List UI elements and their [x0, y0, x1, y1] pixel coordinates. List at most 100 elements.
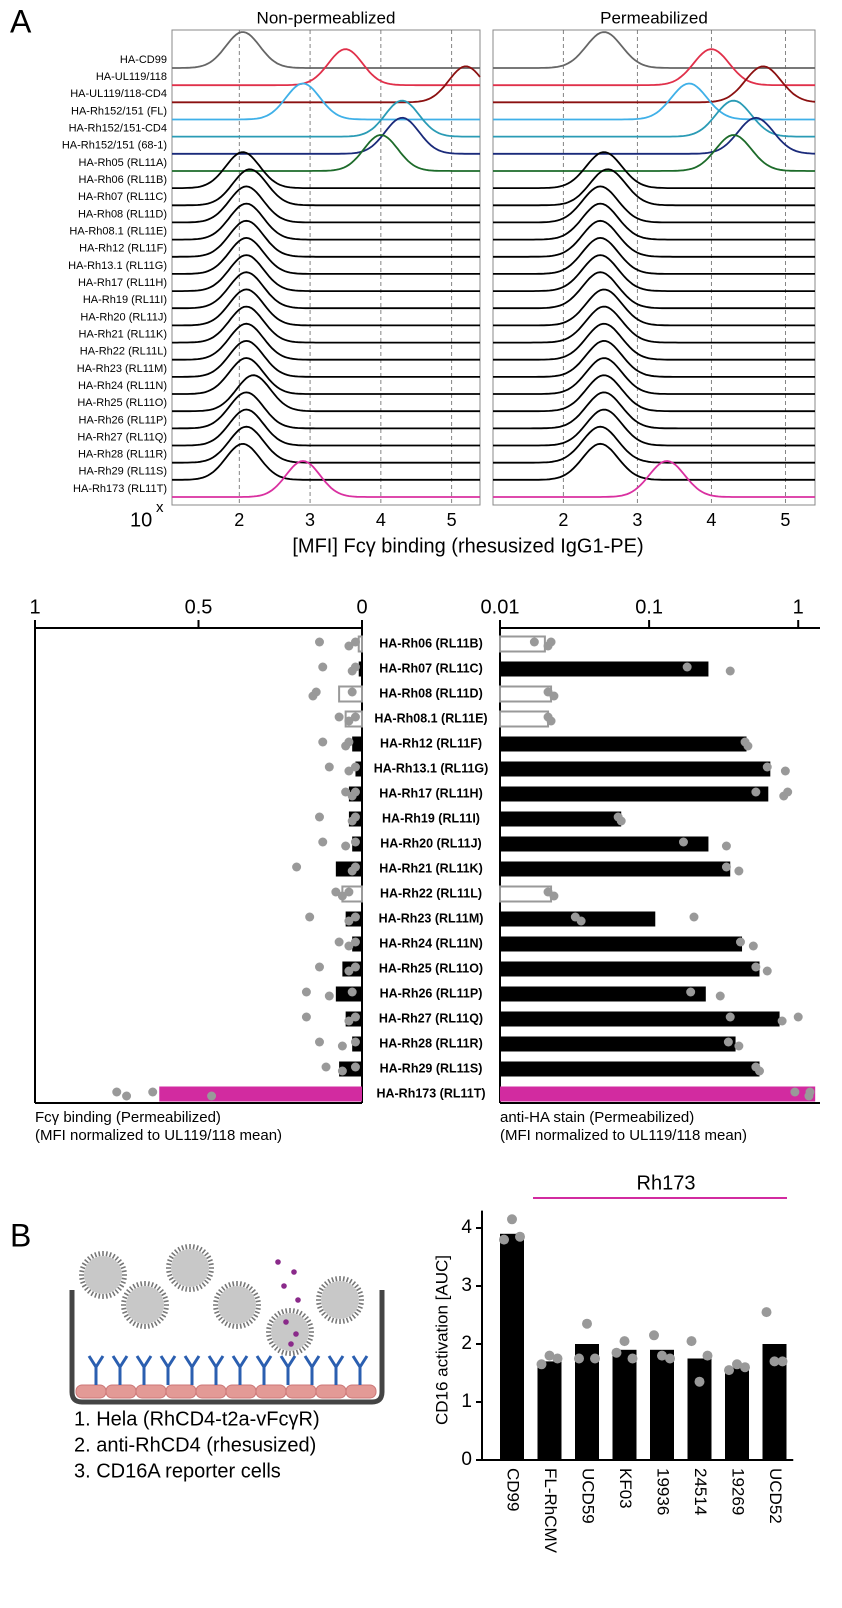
hela-cell — [315, 1384, 347, 1399]
data-point — [686, 1336, 697, 1347]
histogram-trace — [493, 99, 815, 138]
bar — [500, 811, 622, 827]
axis-exponent: x — [156, 499, 164, 516]
bar — [500, 761, 771, 777]
sample-label: HA-Rh152/151-CD4 — [69, 123, 167, 135]
bar — [500, 861, 731, 877]
sample-label: HA-Rh28 (RL11R) — [78, 449, 167, 461]
bar — [500, 961, 760, 977]
histogram-trace — [493, 460, 815, 498]
plot-frame — [492, 29, 816, 506]
data-point — [549, 891, 559, 901]
data-point — [515, 1231, 525, 1242]
data-point — [207, 1091, 217, 1101]
data-point — [350, 712, 360, 722]
data-point — [321, 1062, 331, 1072]
data-point — [735, 937, 745, 947]
data-point — [657, 1350, 667, 1361]
data-point — [619, 1336, 630, 1347]
y-tick-label: 3 — [461, 1275, 472, 1296]
x-tick-label: 19269 — [729, 1468, 748, 1515]
histogram-trace — [172, 31, 480, 69]
y-tick-label: 1 — [461, 1391, 472, 1412]
data-point — [344, 966, 354, 976]
data-point — [762, 966, 772, 976]
row-label: HA-Rh19 (RL11I) — [382, 811, 480, 825]
data-point — [761, 1307, 772, 1318]
reporter-spikes — [316, 1276, 364, 1324]
histogram-trace — [493, 185, 815, 224]
bar — [500, 736, 747, 752]
data-point — [546, 716, 556, 726]
data-point — [122, 1091, 132, 1101]
row-label: HA-Rh07 (RL11C) — [379, 661, 483, 675]
bar — [725, 1367, 749, 1460]
x-tick-label: UCD52 — [766, 1468, 785, 1524]
annotation: Rh173 — [637, 1172, 696, 1194]
data-point — [324, 762, 334, 772]
data-point — [777, 1356, 788, 1367]
bar — [500, 1036, 736, 1052]
bar — [499, 685, 553, 703]
histogram-trace — [493, 425, 815, 464]
data-point — [337, 1041, 347, 1051]
x-tick-label: CD99 — [504, 1468, 523, 1511]
x-tick-label: 2 — [558, 510, 568, 530]
antibody — [111, 1355, 129, 1385]
x-tick-label: 3 — [305, 510, 315, 530]
hela-cell — [165, 1384, 197, 1399]
hela-cell — [255, 1384, 287, 1399]
sample-label: HA-Rh173 (RL11T) — [73, 483, 167, 495]
plot-frame — [171, 29, 481, 506]
data-point — [611, 1347, 622, 1358]
reporter-cell — [271, 1313, 309, 1351]
cytokine-dot — [281, 1283, 287, 1289]
bar — [500, 1233, 524, 1460]
data-point — [783, 787, 793, 797]
histogram-trace — [172, 408, 480, 447]
data-point — [507, 1214, 517, 1225]
sample-label: HA-Rh06 (RL11B) — [79, 174, 167, 186]
antibody — [351, 1355, 369, 1385]
antibody — [87, 1355, 105, 1385]
histogram-trace — [172, 134, 480, 172]
bar — [612, 1349, 637, 1460]
data-point — [725, 666, 735, 676]
hela-cell — [285, 1384, 317, 1399]
x-tick-label: 1 — [29, 596, 40, 618]
data-point — [689, 912, 699, 922]
data-point — [723, 1037, 733, 1047]
data-point — [318, 837, 328, 847]
row-label: HA-Rh25 (RL11O) — [379, 961, 483, 975]
histogram-trace — [493, 374, 815, 413]
histogram-trace — [493, 202, 815, 241]
data-point — [350, 912, 360, 922]
histogram-trace — [493, 116, 816, 155]
cytokine-dot — [293, 1331, 299, 1337]
x-tick-label: 5 — [447, 510, 457, 530]
bar — [650, 1349, 674, 1460]
data-point — [350, 762, 360, 772]
antibody — [231, 1355, 249, 1385]
antibody — [327, 1355, 345, 1385]
data-point — [574, 1353, 584, 1364]
data-point — [724, 1365, 734, 1376]
x-tick-label: 4 — [376, 510, 386, 530]
histogram-trace — [172, 254, 480, 292]
axis-title: anti-HA stain (Permeabilized) — [500, 1109, 694, 1126]
histogram-trace — [172, 391, 480, 430]
histogram-trace — [493, 322, 815, 361]
row-label: HA-Rh23 (RL11M) — [379, 911, 484, 925]
sample-label: HA-Rh152/151 (68-1) — [62, 140, 167, 152]
data-point — [769, 1356, 780, 1367]
reporter-spikes — [121, 1281, 169, 1329]
data-point — [331, 887, 341, 897]
data-point — [725, 1012, 735, 1022]
row-label: HA-Rh20 (RL11J) — [380, 836, 481, 850]
data-point — [751, 962, 761, 972]
data-point — [751, 787, 761, 797]
sample-label: HA-Rh21 (RL11K) — [79, 328, 167, 340]
histogram-trace — [493, 442, 815, 481]
histogram-trace — [493, 357, 815, 395]
